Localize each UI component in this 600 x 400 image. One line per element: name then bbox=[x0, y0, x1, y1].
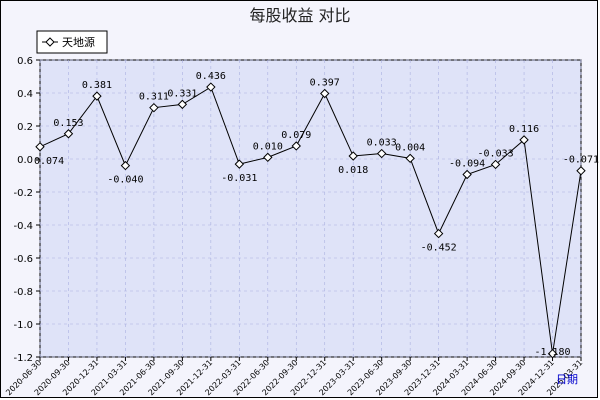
y-tick-label: 0.6 bbox=[17, 56, 33, 67]
data-point-marker bbox=[63, 129, 74, 139]
data-label: 0.331 bbox=[167, 88, 197, 99]
data-label: 0.010 bbox=[253, 141, 283, 152]
data-label: -0.031 bbox=[221, 173, 257, 184]
data-point-marker bbox=[576, 166, 586, 176]
y-tick-label: 0.4 bbox=[17, 89, 33, 100]
data-point-marker bbox=[376, 148, 387, 159]
data-point-marker bbox=[547, 348, 558, 359]
data-point-marker bbox=[291, 141, 301, 151]
data-point-marker bbox=[149, 102, 159, 113]
y-tick-label: -0.2 bbox=[13, 188, 33, 199]
legend-diamond-icon bbox=[45, 37, 55, 47]
data-label: -0.452 bbox=[421, 243, 457, 254]
x-axis: 2020-06-302020-09-302020-12-312021-03-31… bbox=[4, 357, 584, 397]
y-tick-label: -0.8 bbox=[13, 287, 33, 298]
data-point-marker bbox=[433, 228, 444, 239]
data-label: 0.311 bbox=[139, 92, 169, 103]
y-axis: 0.6 0.4 0.2 0.0 -0.2 -0.4 -0.6 -0.8 -1.0 -1.2 bbox=[13, 56, 40, 364]
data-point-marker bbox=[490, 159, 501, 170]
data-point-marker bbox=[120, 160, 131, 171]
grid-lines bbox=[39, 59, 582, 358]
legend: 天地源 bbox=[36, 30, 108, 54]
y-tick-label: 0.0 bbox=[17, 155, 33, 166]
data-point-marker bbox=[35, 142, 45, 152]
data-label: -0.040 bbox=[107, 175, 143, 186]
series-layer bbox=[35, 82, 586, 359]
data-label: -0.033 bbox=[478, 148, 514, 159]
y-tick-label: 0.2 bbox=[17, 122, 33, 133]
data-label: 0.018 bbox=[338, 165, 368, 176]
plot-area bbox=[39, 59, 582, 358]
data-label: -1.180 bbox=[534, 347, 570, 358]
legend-label: 天地源 bbox=[62, 35, 95, 49]
data-point-marker bbox=[462, 169, 472, 180]
y-tick-label: -1.0 bbox=[13, 320, 33, 331]
legend-box bbox=[36, 30, 108, 54]
y-tick-label: -0.4 bbox=[13, 221, 33, 232]
data-label: -0.094 bbox=[449, 159, 485, 170]
data-label: 0.004 bbox=[395, 142, 425, 153]
data-point-marker bbox=[348, 151, 358, 161]
data-point-marker bbox=[234, 159, 245, 169]
data-point-marker bbox=[263, 152, 273, 163]
data-label: 0.436 bbox=[196, 71, 226, 82]
y-tick-label: -1.2 bbox=[13, 353, 33, 364]
data-label: 0.397 bbox=[310, 77, 340, 88]
data-point-marker bbox=[405, 153, 415, 164]
series-line bbox=[39, 86, 582, 354]
data-label: 0.074 bbox=[34, 156, 64, 167]
data-label: 0.033 bbox=[367, 138, 397, 149]
data-point-marker bbox=[320, 88, 330, 99]
chart-title: 每股收益 对比 bbox=[249, 6, 350, 25]
data-label: 0.153 bbox=[53, 118, 83, 129]
y-tick-label: -0.6 bbox=[13, 254, 33, 265]
data-point-marker bbox=[92, 91, 102, 101]
x-axis-hint: 日期 bbox=[556, 373, 578, 386]
data-label: 0.079 bbox=[281, 130, 311, 141]
data-label: 0.116 bbox=[509, 124, 539, 135]
data-point-marker bbox=[519, 135, 529, 145]
data-point-marker bbox=[206, 82, 216, 92]
data-point-marker bbox=[177, 99, 188, 110]
data-label: -0.071 bbox=[563, 155, 599, 166]
data-label: 0.381 bbox=[82, 80, 112, 91]
